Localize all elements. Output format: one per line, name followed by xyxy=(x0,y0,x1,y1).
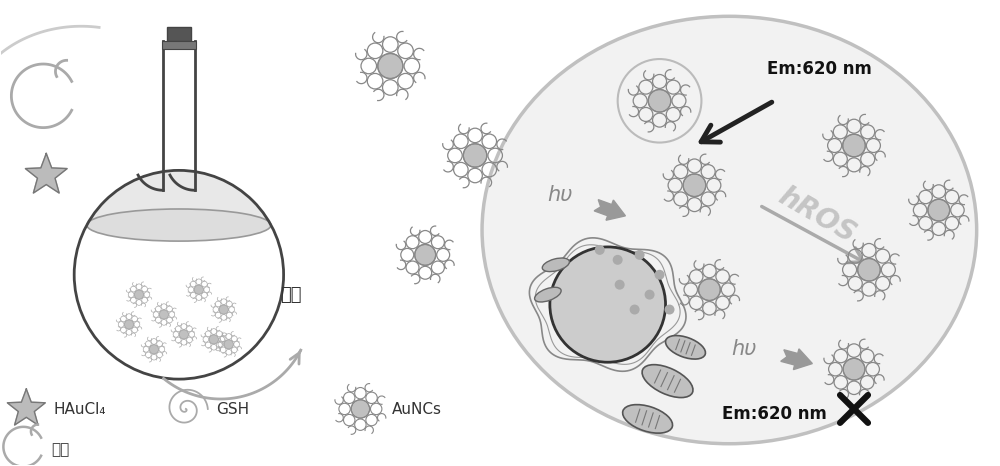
Polygon shape xyxy=(87,171,271,225)
Circle shape xyxy=(630,305,640,315)
Circle shape xyxy=(595,245,605,255)
Circle shape xyxy=(843,134,865,157)
Polygon shape xyxy=(594,199,625,220)
Ellipse shape xyxy=(87,209,271,241)
Polygon shape xyxy=(781,349,812,370)
Circle shape xyxy=(615,280,625,290)
Ellipse shape xyxy=(535,287,561,302)
Text: hυ: hυ xyxy=(547,185,573,205)
Text: HAuCl₄: HAuCl₄ xyxy=(53,403,106,418)
Ellipse shape xyxy=(642,365,693,397)
Circle shape xyxy=(124,320,134,329)
Bar xyxy=(162,41,196,49)
Bar xyxy=(167,27,191,41)
Text: hυ: hυ xyxy=(732,339,757,359)
Circle shape xyxy=(645,290,655,300)
Text: hROS: hROS xyxy=(773,182,861,248)
Circle shape xyxy=(194,285,203,294)
Circle shape xyxy=(378,54,403,79)
Text: AuNCs: AuNCs xyxy=(392,403,442,418)
Ellipse shape xyxy=(623,404,673,433)
Text: Em:620 nm: Em:620 nm xyxy=(722,405,827,423)
Circle shape xyxy=(648,89,671,112)
Circle shape xyxy=(683,174,706,197)
Circle shape xyxy=(613,255,623,265)
Ellipse shape xyxy=(542,258,569,272)
Text: 加热: 加热 xyxy=(280,286,301,304)
Circle shape xyxy=(134,290,144,299)
Circle shape xyxy=(655,270,665,280)
Text: GSH: GSH xyxy=(216,403,249,418)
Circle shape xyxy=(635,250,645,260)
Circle shape xyxy=(159,310,169,319)
Circle shape xyxy=(351,400,370,418)
Circle shape xyxy=(550,247,666,362)
Circle shape xyxy=(665,305,675,315)
Circle shape xyxy=(463,144,487,167)
Text: Em:620 nm: Em:620 nm xyxy=(767,60,872,78)
Circle shape xyxy=(928,199,950,221)
Circle shape xyxy=(858,259,880,281)
Circle shape xyxy=(843,358,865,380)
Circle shape xyxy=(179,330,188,339)
Circle shape xyxy=(209,335,218,344)
Circle shape xyxy=(224,340,233,349)
Ellipse shape xyxy=(482,16,977,444)
Ellipse shape xyxy=(666,336,705,359)
Circle shape xyxy=(699,279,720,301)
Circle shape xyxy=(415,245,436,265)
Text: 配体: 配体 xyxy=(51,442,70,457)
Polygon shape xyxy=(7,389,45,425)
Polygon shape xyxy=(25,153,67,193)
Circle shape xyxy=(149,345,159,354)
Circle shape xyxy=(219,305,228,314)
